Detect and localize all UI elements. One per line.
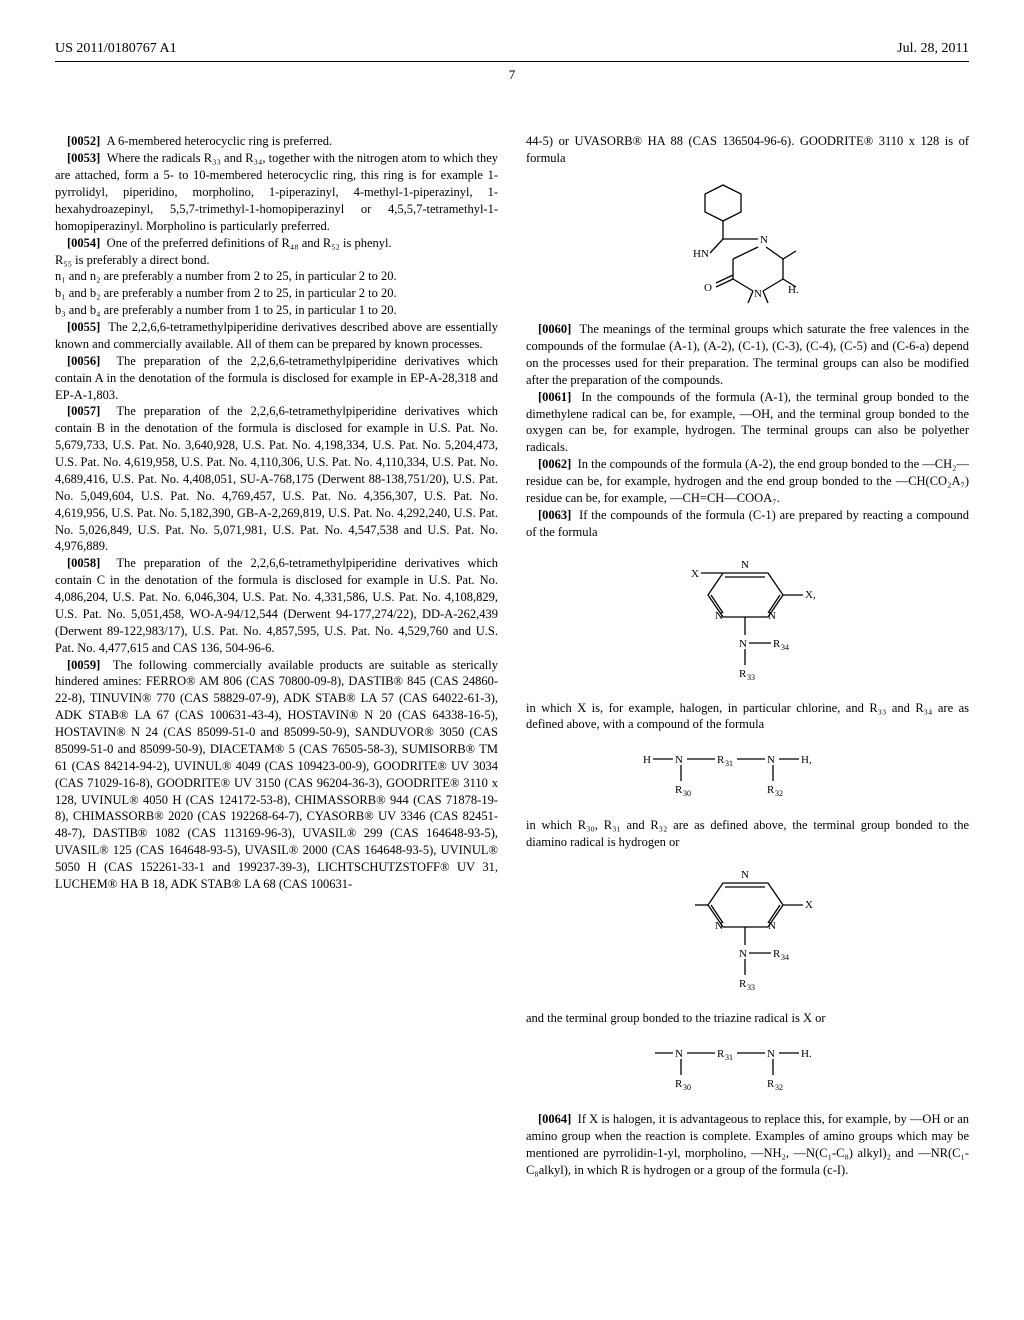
svg-text:X: X: [691, 568, 699, 580]
para-0057: The preparation of the 2,2,6,6-tetrameth…: [55, 404, 498, 553]
para-0059: The following commercially available pro…: [55, 658, 498, 891]
svg-text:34: 34: [781, 643, 789, 652]
svg-text:X,: X,: [805, 589, 816, 601]
page-number: 7: [55, 66, 969, 84]
structure-triazine-x: X N N N X, N R34 R33: [526, 553, 969, 688]
svg-text:H.: H.: [801, 1048, 812, 1060]
column-left: [0052] A 6-membered heterocyclic ring is…: [55, 133, 498, 1178]
para-0056: The preparation of the 2,2,6,6-tetrameth…: [55, 354, 498, 402]
svg-text:N: N: [767, 1048, 775, 1060]
svg-text:34: 34: [781, 953, 789, 962]
svg-text:R: R: [675, 784, 683, 796]
structure-goodrite: HN N H. N O: [526, 179, 969, 309]
svg-text:31: 31: [725, 1053, 733, 1062]
svg-text:H,: H,: [801, 754, 812, 766]
para-0054: One of the preferred definitions of R₄₈ …: [107, 236, 392, 250]
text-after-f2b: in which R₃₀, R₃₁ and R₃₂ are as defined…: [526, 817, 969, 851]
svg-text:N: N: [739, 948, 747, 960]
structure-diamine2: N R31 N H. R30 R32: [526, 1039, 969, 1099]
svg-text:33: 33: [747, 983, 755, 992]
svg-text:R: R: [773, 638, 781, 650]
svg-text:N: N: [754, 288, 762, 300]
pub-date: Jul. 28, 2011: [897, 40, 969, 59]
structure-diamine: H N R31 N H, R30 R32: [526, 745, 969, 805]
svg-text:31: 31: [725, 759, 733, 768]
para-0058: The preparation of the 2,2,6,6-tetrameth…: [55, 556, 498, 654]
para-0063: If the compounds of the formula (C-1) ar…: [526, 508, 969, 539]
para-0060: The meanings of the terminal groups whic…: [526, 322, 969, 387]
svg-text:R: R: [767, 1078, 775, 1090]
svg-text:N: N: [760, 234, 768, 246]
structure-triazine-frag: N N N X N R34 R33: [526, 863, 969, 998]
para-0061: In the compounds of the formula (A-1), t…: [526, 390, 969, 455]
svg-text:N: N: [675, 754, 683, 766]
column-right: 44-5) or UVASORB® HA 88 (CAS 136504-96-6…: [526, 133, 969, 1178]
svg-text:R: R: [773, 948, 781, 960]
svg-text:N: N: [741, 559, 749, 571]
svg-text:H: H: [643, 754, 651, 766]
text-after-f2a: in which X is, for example, halogen, in …: [526, 700, 969, 734]
text-after-f2c: and the terminal group bonded to the tri…: [526, 1010, 969, 1027]
svg-text:N: N: [741, 869, 749, 881]
svg-text:30: 30: [683, 789, 691, 798]
line-n1: n₁ and n₂ are preferably a number from 2…: [55, 268, 498, 285]
line-r55: R₅₅ is preferably a direct bond.: [55, 252, 498, 269]
svg-text:R: R: [717, 1048, 725, 1060]
svg-text:N: N: [767, 754, 775, 766]
line-b1: b₁ and b₂ are preferably a number from 2…: [55, 285, 498, 302]
svg-text:30: 30: [683, 1083, 691, 1092]
svg-text:R: R: [767, 784, 775, 796]
para-0062: In the compounds of the formula (A-2), t…: [526, 457, 969, 505]
svg-text:32: 32: [775, 1083, 783, 1092]
svg-text:R: R: [739, 978, 747, 990]
svg-text:R: R: [675, 1078, 683, 1090]
para-0053: Where the radicals R₃₃ and R₃₄, together…: [55, 151, 498, 233]
svg-text:R: R: [717, 754, 725, 766]
svg-text:R: R: [739, 668, 747, 680]
para-cont: 44-5) or UVASORB® HA 88 (CAS 136504-96-6…: [526, 133, 969, 167]
para-0052: A 6-membered heterocyclic ring is prefer…: [107, 134, 333, 148]
svg-text:N: N: [675, 1048, 683, 1060]
para-0055: The 2,2,6,6-tetramethylpiperidine deriva…: [55, 320, 498, 351]
line-b3: b₃ and b₄ are preferably a number from 1…: [55, 302, 498, 319]
para-0064: If X is halogen, it is advantageous to r…: [526, 1112, 969, 1177]
svg-text:O: O: [704, 282, 712, 294]
svg-text:N: N: [739, 638, 747, 650]
svg-text:33: 33: [747, 673, 755, 682]
svg-text:X: X: [805, 899, 813, 911]
svg-text:HN: HN: [693, 248, 709, 260]
svg-text:32: 32: [775, 789, 783, 798]
pub-number: US 2011/0180767 A1: [55, 40, 177, 59]
